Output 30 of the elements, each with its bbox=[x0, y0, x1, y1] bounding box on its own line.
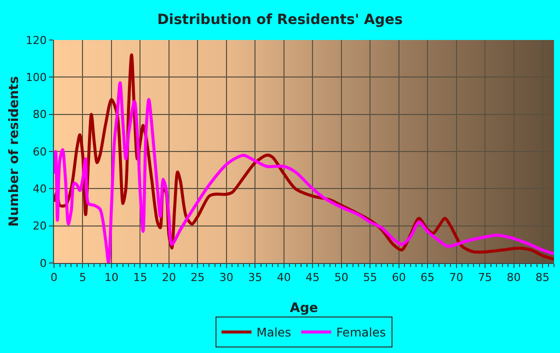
x-tick-label: 75 bbox=[478, 271, 492, 284]
y-tick-label: 120 bbox=[26, 34, 47, 47]
x-tick-label: 15 bbox=[133, 271, 148, 284]
x-tick-label: 55 bbox=[363, 271, 378, 284]
x-tick-label: 60 bbox=[392, 271, 406, 284]
y-tick-label: 60 bbox=[32, 145, 47, 158]
x-tick-label: 0 bbox=[50, 271, 58, 284]
legend-label: Males bbox=[256, 326, 292, 340]
y-tick-label: 80 bbox=[32, 108, 47, 122]
x-tick-label: 10 bbox=[104, 271, 118, 284]
legend-label: Females bbox=[336, 326, 386, 340]
y-tick-label: 40 bbox=[32, 182, 47, 196]
x-tick-label: 5 bbox=[79, 271, 86, 284]
x-tick-label: 65 bbox=[420, 271, 435, 284]
y-tick-label: 0 bbox=[40, 256, 47, 270]
x-tick-label: 20 bbox=[162, 271, 176, 284]
x-tick-label: 40 bbox=[276, 271, 291, 284]
x-axis-title: Age bbox=[290, 301, 318, 316]
y-tick-label: 100 bbox=[26, 71, 47, 84]
y-tick-label: 20 bbox=[32, 220, 47, 233]
x-tick-label: 80 bbox=[506, 271, 521, 284]
x-tick-label: 85 bbox=[536, 271, 550, 284]
x-tick-label: 25 bbox=[190, 271, 205, 284]
x-tick-label: 70 bbox=[449, 271, 464, 284]
y-axis-title: Number of residents bbox=[7, 76, 22, 227]
x-tick-label: 35 bbox=[248, 271, 262, 284]
x-tick-label: 50 bbox=[334, 271, 348, 284]
chart-title: Distribution of Residents' Ages bbox=[157, 12, 403, 28]
x-tick-label: 45 bbox=[306, 271, 320, 284]
x-tick-label: 30 bbox=[219, 271, 234, 284]
